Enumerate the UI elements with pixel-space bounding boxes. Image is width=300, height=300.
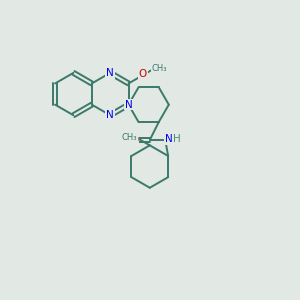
Text: N: N <box>106 68 114 78</box>
Text: O: O <box>130 135 138 145</box>
Text: N: N <box>165 134 172 144</box>
Text: N: N <box>106 110 114 120</box>
Text: O: O <box>139 69 147 79</box>
Text: N: N <box>124 100 132 110</box>
Text: CH₃: CH₃ <box>122 133 137 142</box>
Text: CH₃: CH₃ <box>152 64 167 73</box>
Text: H: H <box>172 134 180 144</box>
